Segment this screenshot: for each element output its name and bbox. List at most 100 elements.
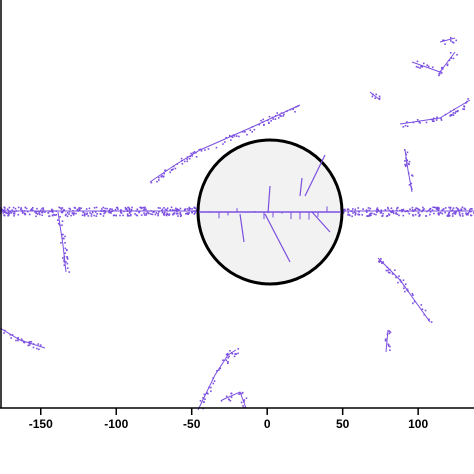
hit — [28, 344, 31, 346]
hit — [131, 206, 133, 209]
hit — [429, 210, 432, 213]
hit — [357, 213, 360, 216]
track — [369, 91, 381, 101]
hit — [416, 119, 419, 121]
hit — [54, 214, 56, 216]
hit — [191, 208, 193, 210]
hit — [425, 121, 428, 124]
hit — [8, 211, 10, 213]
hit — [10, 212, 12, 214]
hit — [62, 210, 64, 212]
x-tick-label: 100 — [408, 417, 428, 431]
hit — [61, 211, 64, 214]
hit — [404, 165, 407, 168]
hit — [36, 213, 39, 215]
hit — [358, 213, 361, 216]
hit — [386, 266, 389, 269]
hit — [446, 63, 449, 66]
hit — [176, 210, 178, 213]
hit — [126, 209, 129, 212]
hit — [12, 212, 15, 215]
hit — [59, 215, 61, 218]
hit — [15, 339, 17, 342]
hit — [37, 210, 39, 213]
hit — [59, 224, 61, 226]
hit — [143, 212, 145, 214]
hit — [35, 210, 38, 213]
hit — [452, 112, 455, 114]
hit — [433, 212, 435, 215]
hit — [212, 382, 215, 385]
hit — [389, 210, 392, 213]
hit — [3, 214, 6, 217]
hit — [52, 209, 54, 212]
hit — [343, 210, 345, 213]
hit — [64, 235, 66, 238]
hit — [390, 207, 393, 210]
hit — [354, 212, 357, 215]
hit — [406, 209, 409, 212]
hit — [20, 207, 23, 209]
hit — [433, 120, 435, 123]
hit — [421, 66, 424, 68]
hit — [282, 115, 285, 117]
hit — [164, 169, 166, 172]
hit — [412, 210, 415, 213]
hit — [222, 359, 224, 361]
hit — [203, 401, 205, 403]
hit — [51, 214, 54, 217]
hit — [472, 212, 474, 214]
hit — [243, 399, 246, 401]
hit — [274, 114, 277, 117]
hit — [102, 206, 104, 209]
hit — [138, 211, 140, 214]
hit — [386, 206, 389, 209]
hit — [366, 215, 368, 217]
hit — [120, 209, 122, 212]
hit — [194, 210, 197, 212]
hit — [13, 213, 16, 215]
hit — [380, 211, 383, 213]
hit — [347, 211, 350, 214]
hit — [83, 212, 86, 215]
hit — [369, 207, 372, 210]
hit — [200, 150, 203, 152]
hit — [95, 206, 98, 209]
hit — [143, 209, 145, 211]
hit — [26, 210, 29, 213]
hit — [7, 214, 10, 217]
hit — [42, 207, 45, 209]
hit — [268, 115, 271, 118]
hit — [138, 210, 140, 213]
hit — [61, 224, 63, 227]
hit — [108, 209, 111, 212]
hit — [37, 343, 40, 345]
hit — [452, 114, 455, 116]
hit — [163, 172, 165, 175]
hit — [261, 121, 264, 124]
hit — [418, 208, 421, 211]
hit — [407, 162, 410, 165]
hit — [233, 355, 236, 358]
hit — [48, 210, 51, 212]
hit — [66, 256, 68, 258]
hit — [262, 118, 264, 121]
hit — [466, 213, 468, 216]
hit — [4, 329, 6, 332]
hit — [101, 210, 103, 212]
hit — [154, 213, 157, 216]
hit — [193, 210, 195, 212]
hit — [128, 211, 131, 213]
hit — [369, 212, 372, 215]
hit — [448, 211, 451, 214]
hit — [422, 208, 425, 211]
hit — [461, 212, 464, 215]
hit — [368, 215, 371, 217]
hit — [408, 160, 411, 163]
hit — [389, 349, 391, 352]
hit — [188, 212, 190, 214]
hit — [128, 215, 130, 217]
hit — [438, 74, 440, 77]
hit — [431, 66, 434, 69]
